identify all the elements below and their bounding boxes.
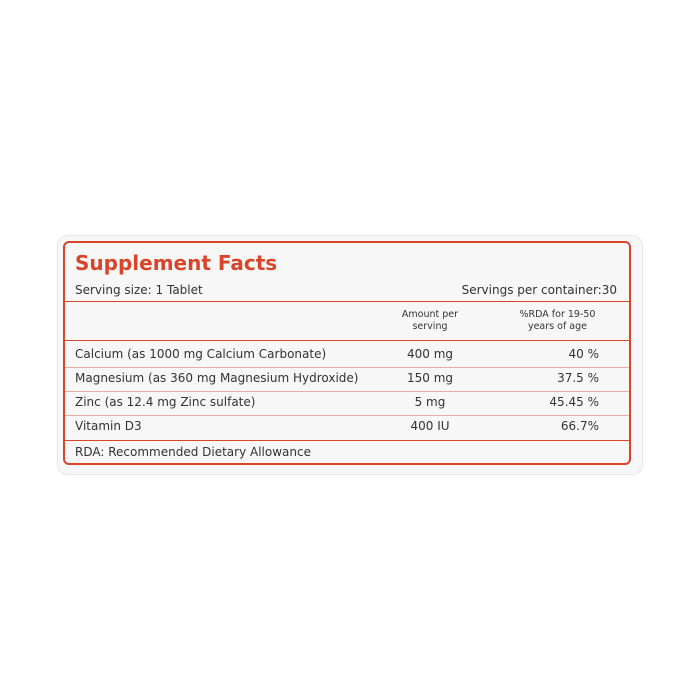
footnote: RDA: Recommended Dietary Allowance [75, 445, 311, 459]
facts-box: Supplement Facts Serving size: 1 Tablet … [63, 241, 631, 465]
cell: 45.45 % [549, 395, 599, 409]
cell: 66.7% [560, 419, 599, 433]
cell: 5 mg [414, 395, 446, 409]
cell: Calcium (as 1000 mg Calcium Carbonate) [75, 347, 327, 361]
cell: 400 IU [410, 419, 450, 433]
row-rule [65, 367, 629, 368]
cell: Zinc (as 12.4 mg Zinc sulfate) [75, 395, 256, 409]
row-rule [65, 391, 629, 392]
cell: 150 mg [406, 371, 454, 385]
cell: 400 mg [406, 347, 454, 361]
row-rule [65, 415, 629, 416]
col-header: Amount per serving [401, 309, 459, 332]
rule [65, 440, 629, 441]
col-header: %RDA for 19-50 years of age [519, 309, 596, 332]
serving-size: Serving size: 1 Tablet [75, 283, 203, 297]
cell: 40 % [568, 347, 600, 361]
label: Supplement Facts Serving size: 1 Tablet … [58, 236, 642, 474]
title: Supplement Facts [75, 251, 278, 275]
cell: Magnesium (as 360 mg Magnesium Hydroxide… [75, 371, 359, 385]
cell: Vitamin D3 [75, 419, 142, 433]
servings: Servings per container:30 [461, 283, 617, 297]
cell: 37.5 % [557, 371, 599, 385]
rule [65, 340, 629, 341]
rule [65, 301, 629, 302]
